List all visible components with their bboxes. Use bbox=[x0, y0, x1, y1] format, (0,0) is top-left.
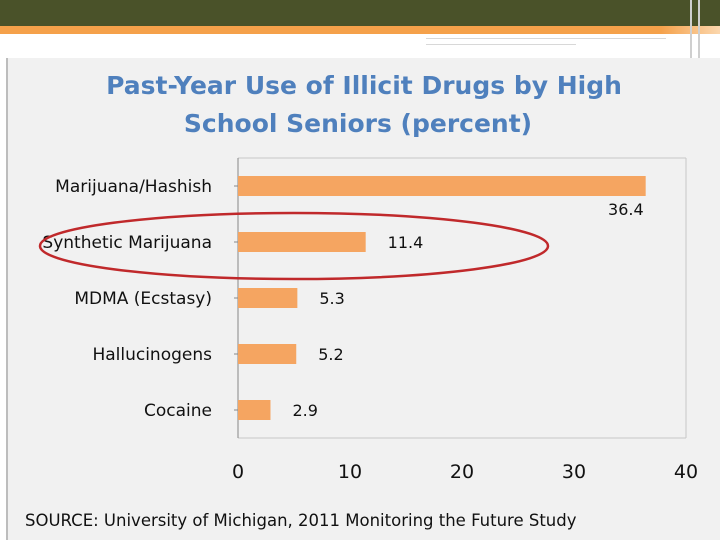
value-label: 36.4 bbox=[608, 200, 644, 219]
decorative-rails bbox=[684, 0, 720, 60]
x-tick-label: 20 bbox=[450, 461, 474, 483]
x-tick-label: 10 bbox=[338, 461, 362, 483]
value-label: 2.9 bbox=[292, 401, 317, 420]
x-tick-label: 30 bbox=[562, 461, 586, 483]
bar bbox=[238, 400, 271, 420]
highlight-ellipse bbox=[38, 211, 550, 281]
value-label: 11.4 bbox=[388, 233, 424, 252]
value-label: 5.3 bbox=[319, 289, 344, 308]
top-accent-stripe bbox=[0, 26, 720, 34]
chart-title-line-1: Past-Year Use of Illicit Drugs by High bbox=[106, 71, 622, 100]
value-label: 5.2 bbox=[318, 345, 343, 364]
chart-panel: Past-Year Use of Illicit Drugs by High S… bbox=[6, 58, 720, 540]
source-note: SOURCE: University of Michigan, 2011 Mon… bbox=[25, 511, 577, 530]
category-label: Cocaine bbox=[144, 401, 212, 421]
bar bbox=[238, 344, 297, 364]
bar bbox=[238, 232, 366, 252]
bar-chart: Past-Year Use of Illicit Drugs by High S… bbox=[25, 71, 698, 530]
top-header-bar bbox=[0, 0, 720, 26]
category-label: MDMA (Ecstasy) bbox=[74, 289, 212, 309]
decorative-lines bbox=[426, 36, 666, 50]
x-tick-label: 0 bbox=[232, 461, 244, 483]
bar bbox=[238, 288, 298, 308]
plot-area: Marijuana/Hashish 36.4 Synthetic Marijuana… bbox=[38, 157, 698, 483]
bar bbox=[238, 176, 646, 196]
chart-title-line-2: School Seniors (percent) bbox=[184, 109, 532, 138]
x-tick-label: 40 bbox=[674, 461, 698, 483]
category-label: Marijuana/Hashish bbox=[55, 177, 212, 197]
category-label: Hallucinogens bbox=[92, 345, 212, 365]
category-label: Synthetic Marijuana bbox=[42, 233, 212, 253]
